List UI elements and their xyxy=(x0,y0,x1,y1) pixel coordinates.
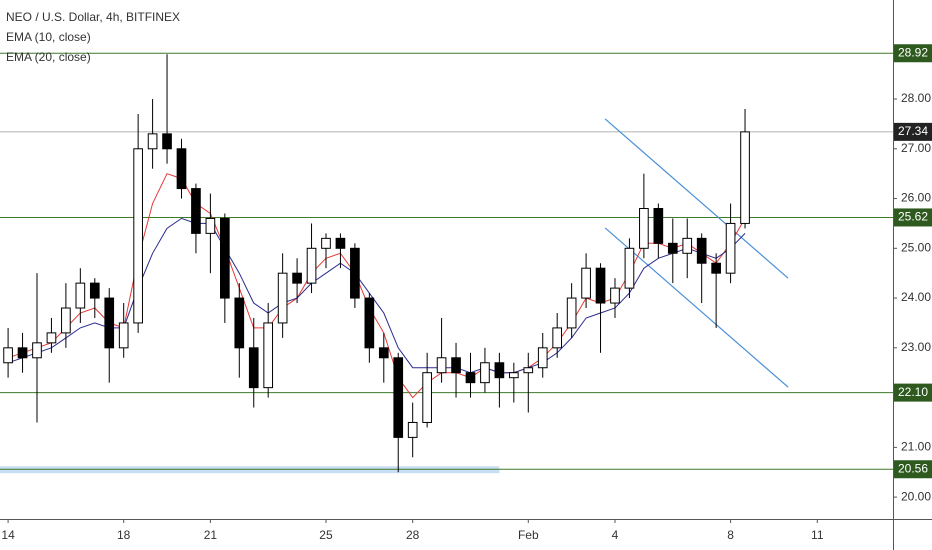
level-label: 28.92 xyxy=(898,45,928,59)
candle-body xyxy=(639,207,649,249)
x-tick-label: 11 xyxy=(811,528,824,542)
level-label-box xyxy=(894,208,932,227)
x-tick-label: 21 xyxy=(204,528,218,542)
level-label-box xyxy=(894,383,932,402)
x-tick-label: 14 xyxy=(1,528,15,542)
x-tick-label: 28 xyxy=(406,528,420,542)
candle-body xyxy=(610,287,620,304)
candle-body xyxy=(335,237,346,249)
legend-entry: EMA (20, close) xyxy=(6,50,91,64)
candle-body xyxy=(248,347,259,389)
candle-body xyxy=(263,322,274,389)
y-tick-label: 27.00 xyxy=(901,141,931,155)
y-tick-label: 20.00 xyxy=(901,489,931,503)
candle-body xyxy=(696,237,707,264)
x-tick-label: 25 xyxy=(319,528,333,542)
last-price-label: 27.34 xyxy=(898,124,928,138)
candle-body xyxy=(711,262,721,274)
plot-area xyxy=(0,52,893,474)
candle-body xyxy=(176,148,187,190)
candle-body xyxy=(494,362,505,379)
x-tick-label: 4 xyxy=(612,528,619,542)
legend-entry: EMA (10, close) xyxy=(6,30,91,44)
candle-body xyxy=(725,222,736,274)
candle-body xyxy=(234,297,245,349)
candle-body xyxy=(537,347,548,369)
candle-body xyxy=(306,247,317,284)
level-label: 22.10 xyxy=(898,385,928,399)
candle-body xyxy=(653,207,664,244)
candle-body xyxy=(220,217,230,299)
legend: NEO / U.S. Dollar, 4h, BITFINEX EMA (10,… xyxy=(6,10,180,64)
x-tick-label: 18 xyxy=(117,528,131,542)
y-tick-label: 28.00 xyxy=(901,91,931,105)
candle-body xyxy=(292,272,302,284)
candle-body xyxy=(46,332,57,344)
candle-body xyxy=(147,133,158,150)
candle-body xyxy=(523,367,534,374)
candle-body xyxy=(393,357,404,438)
candle-body xyxy=(205,217,216,234)
candle-body xyxy=(465,372,476,384)
chart-title: NEO / U.S. Dollar, 4h, BITFINEX xyxy=(6,10,180,24)
ema-line xyxy=(7,217,746,374)
candle-body xyxy=(133,148,143,324)
candle-body xyxy=(682,237,693,254)
candle-body xyxy=(350,247,360,299)
candle-body xyxy=(61,307,71,334)
candle-body xyxy=(422,372,432,423)
candle-body xyxy=(321,237,331,249)
candle-body xyxy=(581,267,591,299)
candle-body xyxy=(566,297,577,329)
candle-body xyxy=(480,362,490,384)
y-tick-label: 21.00 xyxy=(901,440,931,454)
candle-body xyxy=(75,282,86,309)
candle-body xyxy=(277,272,288,324)
y-tick-label: 24.00 xyxy=(901,290,931,304)
x-tick-label: Feb xyxy=(518,528,539,542)
ema-line xyxy=(7,173,746,399)
x-tick-label: 8 xyxy=(727,528,734,542)
candle-body xyxy=(378,347,389,359)
candle-body xyxy=(17,347,28,359)
candle-body xyxy=(740,131,750,224)
candle-body xyxy=(364,297,375,349)
candle-body xyxy=(407,421,418,438)
level-label-box xyxy=(894,460,932,479)
candle-body xyxy=(104,297,115,349)
candle-body xyxy=(595,267,606,304)
last-price-box xyxy=(894,122,932,141)
y-tick-label: 23.00 xyxy=(901,340,931,354)
candle-body xyxy=(32,342,42,359)
level-label-box xyxy=(894,44,932,63)
y-tick-label: 26.00 xyxy=(901,191,931,205)
level-label: 20.56 xyxy=(898,461,928,475)
y-tick-label: 25.00 xyxy=(901,240,931,254)
level-label: 25.62 xyxy=(898,210,928,224)
candle-body xyxy=(3,347,13,364)
candle-body xyxy=(552,327,563,349)
candle-body xyxy=(436,357,447,374)
trend-line xyxy=(604,118,789,279)
candle-body xyxy=(162,133,172,150)
candle-body xyxy=(667,242,678,254)
candle-body xyxy=(89,282,100,299)
candle-body xyxy=(191,188,201,234)
candle-body xyxy=(509,372,519,379)
candle-body xyxy=(624,247,635,289)
candle-body xyxy=(118,322,129,349)
candle-body xyxy=(451,357,461,374)
trend-line xyxy=(604,227,789,388)
